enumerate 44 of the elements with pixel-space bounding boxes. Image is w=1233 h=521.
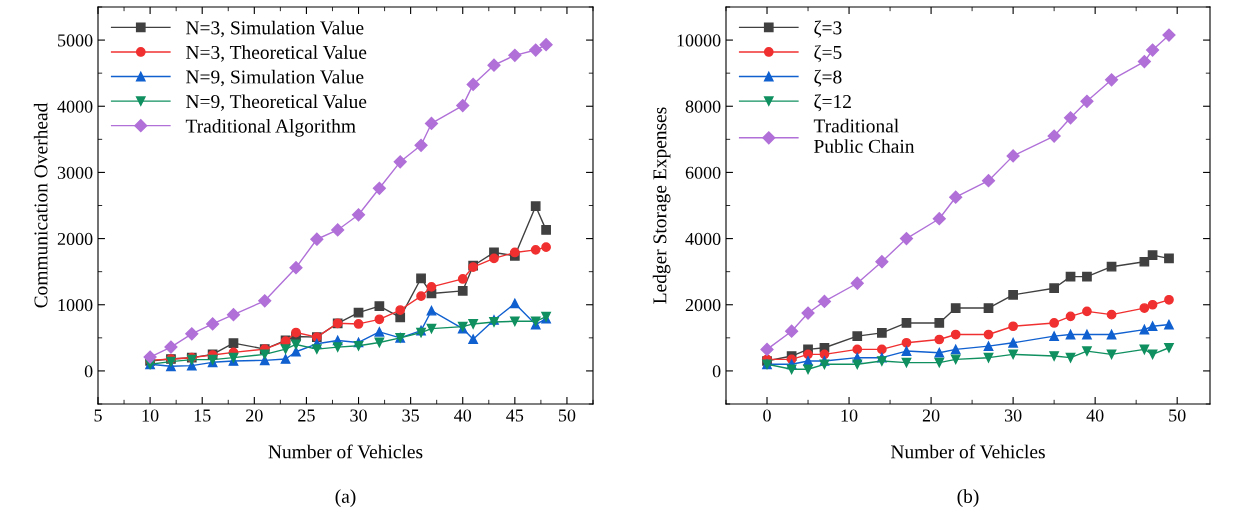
legend-label: ζ=3: [814, 20, 842, 38]
x-axis-title: Number of Vehicles: [268, 444, 423, 459]
x-tick-label: 0: [763, 409, 771, 422]
y-tick-label: 4000: [685, 232, 721, 246]
legend-label: N=9, Simulation Value: [186, 69, 364, 87]
legend-label: ζ=8: [814, 69, 842, 87]
x-tick-label: 10: [142, 409, 159, 422]
x-tick-label: 40: [454, 409, 472, 422]
text: (b): [957, 489, 979, 507]
x-tick-label: 25: [298, 409, 315, 422]
legend-label: ζ=5: [814, 45, 842, 63]
x-tick-label: 10: [841, 409, 858, 422]
x-tick-label: 50: [1169, 409, 1186, 422]
y-tick-label: 6000: [685, 166, 721, 179]
x-tick-label: 20: [246, 409, 263, 422]
x-tick-label: 20: [922, 409, 940, 422]
x-tick-label: 30: [1004, 409, 1022, 422]
y-tick-label: 4000: [57, 100, 93, 113]
y-tick-label: 5000: [58, 34, 93, 47]
y-tick-label: 10000: [677, 34, 721, 47]
x-tick-label: 40: [1086, 409, 1104, 422]
x-axis-title: Number of Vehicles: [890, 444, 1045, 459]
x-tick-label: 30: [350, 409, 367, 422]
y-tick-label: 2000: [685, 299, 721, 312]
legend-label: N=3, Simulation Value: [186, 20, 364, 38]
legend-label: Traditional Algorithm: [185, 118, 356, 137]
y-tick-label: 3000: [57, 166, 93, 179]
legend-label: N=9, Theoretical Value: [186, 94, 367, 111]
y-axis-title: Communication Overhead: [33, 102, 48, 308]
y-axis-title: Ledger Storage Expenses: [652, 107, 671, 304]
y-tick-label: 8000: [685, 100, 721, 113]
y-tick-label: 2000: [57, 232, 93, 246]
x-tick-label: 50: [558, 409, 576, 422]
text: (a): [335, 489, 356, 507]
x-tick-label: 35: [402, 409, 419, 422]
x-tick-label: 45: [506, 409, 524, 422]
y-tick-label: 1000: [58, 299, 93, 312]
legend-label: ζ=12: [814, 94, 851, 112]
legend-label: N=3, Theoretical Value: [186, 45, 367, 62]
legend-label: Traditional Public Chain: [813, 118, 915, 153]
x-tick-label: 15: [194, 409, 211, 422]
x-tick-label: 5: [94, 409, 102, 422]
y-tick-label: 0: [84, 365, 93, 378]
y-tick-label: 0: [712, 365, 721, 378]
